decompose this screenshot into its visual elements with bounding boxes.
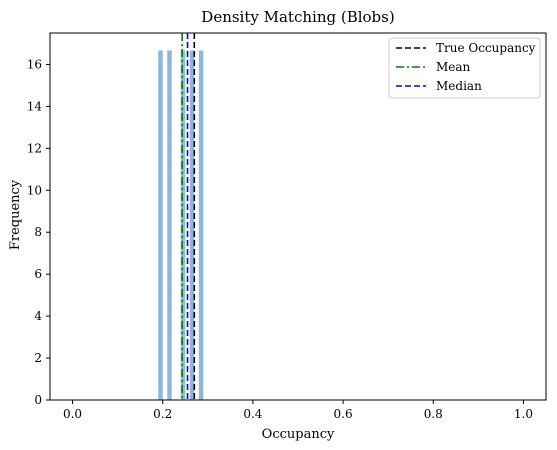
x-tick-label: 0.6 [334,407,353,421]
y-tick-label: 12 [27,141,42,155]
y-tick-label: 4 [34,309,42,323]
legend-label: Mean [436,60,471,74]
x-axis-label: Occupancy [262,427,335,442]
legend-label: True Occupancy [436,41,536,55]
vlines-layer [181,33,196,400]
y-tick-label: 0 [34,393,42,407]
x-tick-label: 0.0 [63,407,82,421]
legend-box [388,37,541,99]
y-axis-label: Frequency [8,179,23,250]
legend-items: True Occupancy Mean Median [396,41,536,93]
y-tick-label: 14 [27,99,43,113]
y-tick-label: 2 [34,351,42,365]
y-tick-label: 6 [34,267,42,281]
y-tick-label: 8 [34,225,42,239]
plot-frame [49,32,547,401]
histogram-bar-2 [167,50,172,401]
y-tick-label: 10 [27,183,42,197]
histogram-bar-4 [189,50,195,401]
y-ticks: 0 2 4 6 8 10 12 14 16 [27,57,50,407]
chart-title: Density Matching (Blobs) [201,8,394,26]
x-tick-label: 0.2 [153,407,172,421]
x-tick-label: 0.4 [243,407,262,421]
bars-layer [158,50,204,401]
x-tick-label: 1.0 [514,407,533,421]
x-ticks: 0.0 0.2 0.4 0.6 0.8 1.0 [63,400,533,421]
legend-label: Median [436,79,482,93]
x-tick-label: 0.8 [424,407,443,421]
histogram-bar-3 [180,50,186,401]
y-tick-label: 16 [27,57,42,71]
histogram-bar-1 [158,50,163,401]
histogram-bar-5 [198,50,204,401]
legend: True Occupancy Mean Median [388,37,541,99]
